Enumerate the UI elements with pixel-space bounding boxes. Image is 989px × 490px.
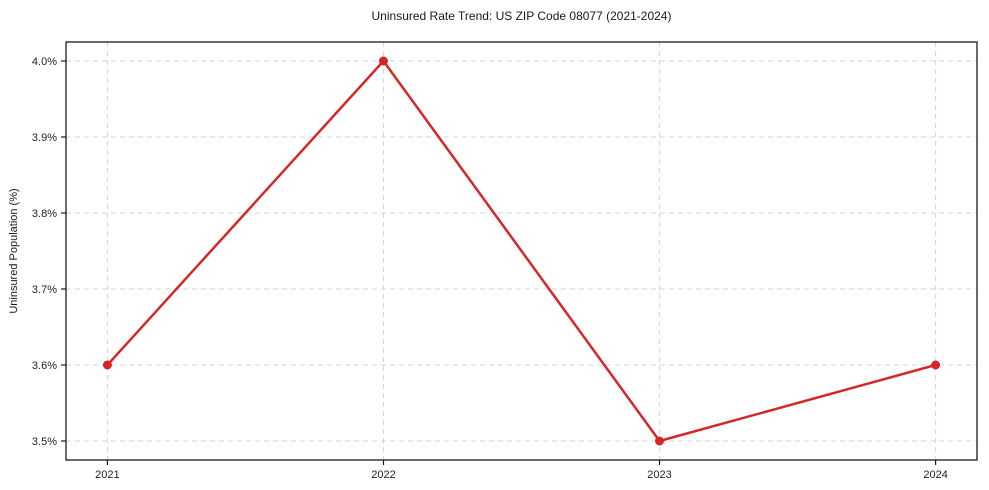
y-tick-label: 3.5% — [32, 436, 57, 448]
x-tick-label: 2021 — [95, 469, 119, 481]
y-axis-label: Uninsured Population (%) — [8, 188, 20, 314]
data-point — [655, 436, 665, 446]
data-point — [378, 56, 388, 66]
x-tick-label: 2024 — [923, 469, 947, 481]
x-tick-label: 2022 — [371, 469, 395, 481]
tick-labels-group: 3.5% 3.6% 3.7% 3.8% 3.9% 4.0% 2021 2022 2023 2024 — [32, 56, 948, 481]
y-tick-label: 3.6% — [32, 360, 57, 372]
trend-line — [106, 59, 937, 443]
y-tick-label: 3.7% — [32, 284, 57, 296]
data-point — [931, 360, 941, 370]
gridlines-group — [66, 42, 977, 460]
axes-box — [65, 41, 978, 461]
data-point — [102, 360, 112, 370]
y-tick-label: 4.0% — [32, 56, 57, 68]
spines-group — [65, 41, 978, 461]
ticks-group — [61, 60, 937, 465]
y-tick-label: 3.8% — [32, 208, 57, 220]
trend-line-group — [102, 56, 941, 446]
y-tick-label: 3.9% — [32, 132, 57, 144]
chart-title: Uninsured Rate Trend: US ZIP Code 08077 … — [371, 9, 672, 23]
x-tick-label: 2023 — [647, 469, 671, 481]
